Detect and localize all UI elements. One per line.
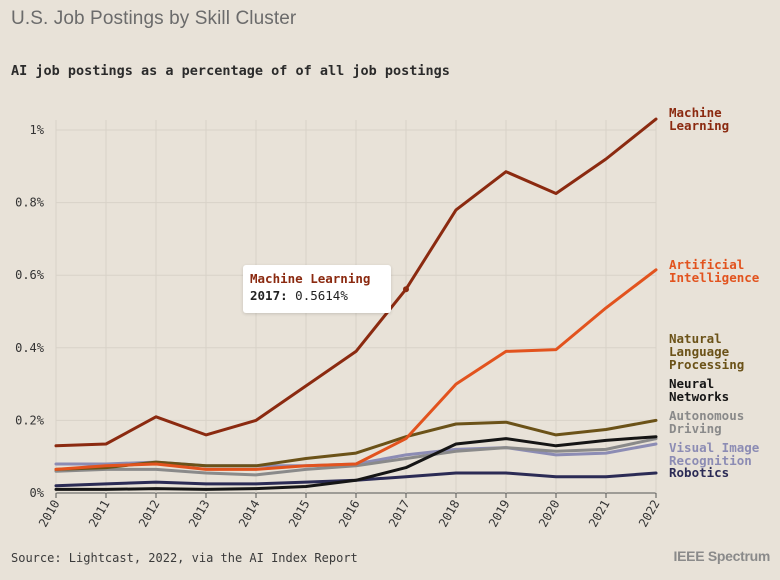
series-line-neural-networks [54, 435, 658, 491]
tooltip-series: Machine Learning [250, 271, 371, 286]
x-tick-label: 2022 [636, 498, 663, 530]
legend-artificial-intelligence: Artificial Intelligence [669, 257, 760, 285]
x-tick-label: 2016 [336, 498, 363, 530]
x-tick-label: 2020 [536, 498, 563, 530]
series-line-natural-language-processing [54, 418, 658, 471]
source-note: Source: Lightcast, 2022, via the AI Inde… [11, 551, 358, 565]
legend-natural-language-processing: Natural Language Processing [669, 331, 745, 372]
page-title: U.S. Job Postings by Skill Cluster [11, 8, 297, 29]
series-line-artificial-intelligence [54, 268, 658, 471]
y-tick-label: 0% [30, 486, 45, 500]
y-tick-label: 1% [30, 123, 45, 137]
series-line-machine-learning [54, 117, 658, 448]
y-tick-label: 0.6% [15, 268, 45, 282]
legend-robotics: Robotics [669, 465, 730, 480]
x-tick-label: 2019 [486, 498, 513, 530]
x-tick-label: 2015 [286, 498, 313, 530]
data-tooltip: Machine Learning 2017: 0.5614% [243, 265, 391, 313]
legend-autonomous-driving: Autonomous Driving [669, 408, 745, 436]
x-axis-ticks: 2010 2011 2012 2013 2014 2015 2016 2017 2018 2019… [36, 493, 663, 530]
legend-machine-learning: Machine Learning [669, 105, 730, 133]
x-tick-label: 2011 [86, 498, 113, 530]
x-tick-label: 2013 [186, 498, 213, 530]
tooltip-year: 2017: [250, 288, 288, 303]
hover-point [403, 286, 409, 293]
hover-marker [403, 286, 409, 293]
x-tick-label: 2021 [586, 498, 613, 530]
brand-logo: IEEE Spectrum [673, 548, 771, 564]
legend-visual-image-recognition: Visual Image Recognition [669, 440, 760, 468]
x-tick-label: 2014 [236, 498, 263, 530]
y-axis-ticks: 0% 0.2% 0.4% 0.6% 0.8% 1% [15, 123, 45, 500]
y-tick-label: 0.4% [15, 341, 45, 355]
series-lines [54, 117, 658, 491]
x-tick-label: 2018 [436, 498, 463, 530]
chart-subtitle: AI job postings as a percentage of of al… [11, 63, 450, 79]
x-tick-label: 2017 [386, 498, 413, 530]
tooltip-value: 0.5614% [295, 288, 348, 303]
series-line-autonomous-driving [54, 437, 658, 477]
x-tick-label: 2012 [136, 498, 163, 530]
x-tick-label: 2010 [36, 498, 63, 530]
y-tick-label: 0.2% [15, 413, 45, 427]
legend-neural-networks: Neural Networks [669, 376, 730, 404]
y-tick-label: 0.8% [15, 196, 45, 210]
